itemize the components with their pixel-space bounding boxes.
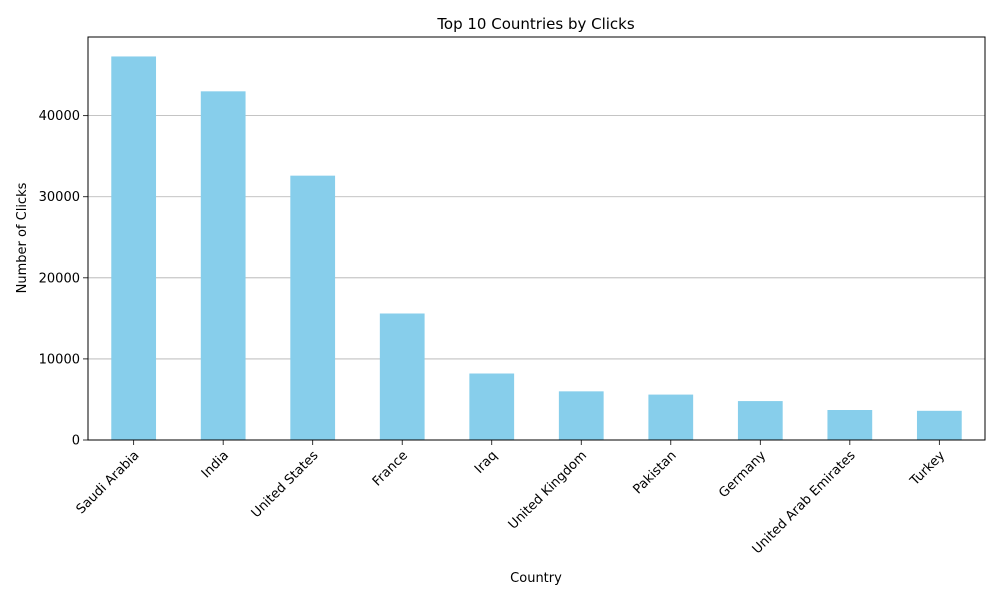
x-tick-label: Germany bbox=[716, 448, 769, 501]
x-axis-ticks: Saudi Arabia India United States France Iraq… bbox=[74, 440, 948, 557]
bar-pakistan bbox=[648, 394, 694, 440]
y-tick-label: 40000 bbox=[39, 109, 80, 124]
bar-india bbox=[200, 91, 246, 440]
bar-united-arab-emirates bbox=[827, 409, 873, 440]
bar-germany bbox=[737, 401, 783, 440]
x-tick-label: United Arab Emirates bbox=[750, 448, 859, 557]
bar-france bbox=[379, 313, 425, 440]
x-tick-label: Saudi Arabia bbox=[74, 448, 143, 517]
bars bbox=[111, 56, 962, 441]
bar-united-states bbox=[290, 175, 336, 440]
x-axis-label: Country bbox=[510, 571, 562, 586]
y-axis-ticks: 0 10000 20000 30000 40000 bbox=[39, 109, 88, 449]
plot-frame bbox=[87, 36, 986, 441]
x-tick-label: India bbox=[199, 448, 232, 481]
chart-title: Top 10 Countries by Clicks bbox=[436, 15, 635, 33]
y-tick-label: 0 bbox=[72, 434, 80, 449]
x-tick-label: Turkey bbox=[907, 448, 948, 489]
x-tick-label: United States bbox=[249, 448, 322, 521]
bar-iraq bbox=[469, 373, 515, 440]
bar-united-kingdom bbox=[558, 391, 604, 440]
y-axis-label: Number of Clicks bbox=[15, 182, 30, 293]
bar-turkey bbox=[916, 410, 962, 440]
x-tick-label: United Kingdom bbox=[506, 448, 590, 532]
y-tick-label: 30000 bbox=[39, 190, 80, 205]
y-tick-label: 10000 bbox=[39, 352, 80, 367]
y-tick-label: 20000 bbox=[39, 271, 80, 286]
x-tick-label: Iraq bbox=[472, 448, 501, 477]
bar-saudi-arabia bbox=[111, 56, 157, 441]
x-tick-label: France bbox=[370, 448, 411, 489]
x-tick-label: Pakistan bbox=[631, 448, 680, 497]
